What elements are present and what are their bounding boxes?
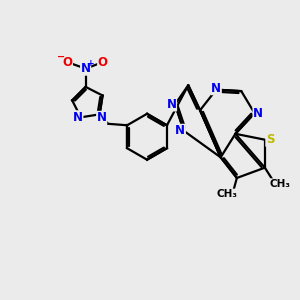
Text: N: N — [97, 111, 107, 124]
Text: S: S — [266, 133, 274, 146]
Text: −: − — [57, 52, 65, 62]
Text: CH₃: CH₃ — [217, 189, 238, 199]
Text: N: N — [81, 62, 91, 75]
Text: CH₃: CH₃ — [270, 179, 291, 189]
Text: O: O — [98, 56, 108, 69]
Text: +: + — [87, 59, 95, 68]
Text: N: N — [175, 124, 185, 137]
Text: N: N — [211, 82, 221, 95]
Text: O: O — [62, 56, 72, 69]
Text: N: N — [253, 107, 263, 120]
Text: N: N — [73, 111, 83, 124]
Text: N: N — [167, 98, 176, 111]
